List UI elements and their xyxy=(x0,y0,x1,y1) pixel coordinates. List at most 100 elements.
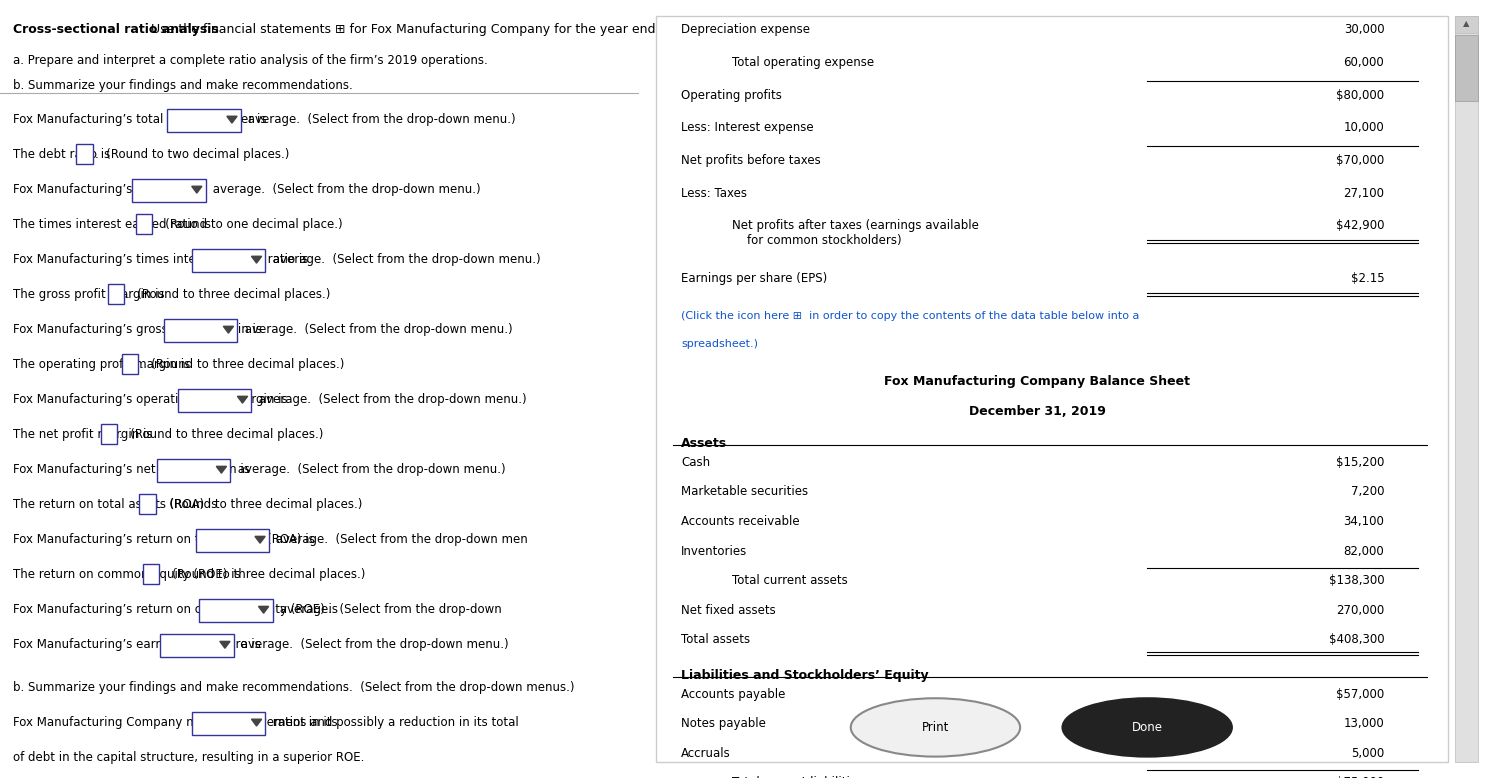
Text: Net profits before taxes: Net profits before taxes xyxy=(681,154,822,167)
FancyBboxPatch shape xyxy=(143,564,159,584)
Text: .  (Round to three decimal places.): . (Round to three decimal places.) xyxy=(158,498,363,511)
FancyBboxPatch shape xyxy=(163,319,238,342)
Text: Operating profits: Operating profits xyxy=(681,89,782,102)
Polygon shape xyxy=(220,641,230,648)
Text: .  (Round to three decimal places.): . (Round to three decimal places.) xyxy=(140,358,345,371)
Polygon shape xyxy=(256,536,265,543)
Text: Total assets: Total assets xyxy=(681,633,750,647)
FancyBboxPatch shape xyxy=(192,712,266,735)
FancyBboxPatch shape xyxy=(168,109,241,132)
Text: a. Prepare and interpret a complete ratio analysis of the firm’s 2019 operations: a. Prepare and interpret a complete rati… xyxy=(13,54,487,68)
Text: Total current liabilities: Total current liabilities xyxy=(733,776,863,778)
Text: Depreciation expense: Depreciation expense xyxy=(681,23,810,37)
Text: Marketable securities: Marketable securities xyxy=(681,485,808,499)
Polygon shape xyxy=(251,256,262,263)
Text: 30,000: 30,000 xyxy=(1343,23,1385,37)
Text: Fox Manufacturing’s return on total assets (ROA) is: Fox Manufacturing’s return on total asse… xyxy=(13,533,318,546)
Text: 27,100: 27,100 xyxy=(1343,187,1385,200)
Text: Earnings per share (EPS): Earnings per share (EPS) xyxy=(681,272,828,286)
Text: (Click the icon here ⊞  in order to copy the contents of the data table below in: (Click the icon here ⊞ in order to copy … xyxy=(681,311,1140,321)
Text: Total current assets: Total current assets xyxy=(733,574,849,587)
Text: Accruals: Accruals xyxy=(681,747,731,760)
Text: December 31, 2019: December 31, 2019 xyxy=(969,405,1106,418)
FancyBboxPatch shape xyxy=(101,424,117,444)
Text: $138,300: $138,300 xyxy=(1328,574,1385,587)
Text: 82,000: 82,000 xyxy=(1343,545,1385,558)
FancyBboxPatch shape xyxy=(76,144,92,164)
Text: spreadsheet.): spreadsheet.) xyxy=(681,339,758,349)
Polygon shape xyxy=(192,186,202,193)
Text: b. Summarize your findings and make recommendations.: b. Summarize your findings and make reco… xyxy=(13,79,352,93)
Text: Print: Print xyxy=(921,721,950,734)
Text: ▲: ▲ xyxy=(1464,19,1470,29)
Text: Fox Manufacturing’s net profit margin is: Fox Manufacturing’s net profit margin is xyxy=(13,463,254,476)
Text: Fox Manufacturing’s return on common equity (ROE) is: Fox Manufacturing’s return on common equ… xyxy=(13,603,342,616)
Text: The return on total assets (ROA) is: The return on total assets (ROA) is xyxy=(13,498,221,511)
Text: 60,000: 60,000 xyxy=(1343,56,1385,69)
Text: 7,200: 7,200 xyxy=(1351,485,1385,499)
Text: Cash: Cash xyxy=(681,456,710,469)
Text: $2.15: $2.15 xyxy=(1351,272,1385,286)
Text: .  (Round to three decimal places.): . (Round to three decimal places.) xyxy=(119,428,324,441)
Text: 10,000: 10,000 xyxy=(1343,121,1385,135)
Text: 5,000: 5,000 xyxy=(1351,747,1385,760)
Text: Less: Taxes: Less: Taxes xyxy=(681,187,747,200)
FancyBboxPatch shape xyxy=(178,389,251,412)
Text: $70,000: $70,000 xyxy=(1336,154,1385,167)
Text: The debt ratio is: The debt ratio is xyxy=(13,148,114,161)
Text: 270,000: 270,000 xyxy=(1336,604,1385,617)
FancyBboxPatch shape xyxy=(132,179,205,202)
Text: Notes payable: Notes payable xyxy=(681,717,767,731)
Text: average.  (Select from the drop-down: average. (Select from the drop-down xyxy=(276,603,501,616)
Text: of debt in the capital structure, resulting in a superior ROE.: of debt in the capital structure, result… xyxy=(13,751,364,764)
Text: Fox Manufacturing Company Balance Sheet: Fox Manufacturing Company Balance Sheet xyxy=(884,375,1190,388)
FancyBboxPatch shape xyxy=(160,634,233,657)
Text: Cross-sectional ratio analysis: Cross-sectional ratio analysis xyxy=(13,23,218,37)
Text: Net fixed assets: Net fixed assets xyxy=(681,604,776,617)
Text: 34,100: 34,100 xyxy=(1343,515,1385,528)
Text: Fox Manufacturing’s total asset turnover is: Fox Manufacturing’s total asset turnover… xyxy=(13,113,270,126)
FancyBboxPatch shape xyxy=(122,354,138,374)
Text: ratios and possibly a reduction in its total: ratios and possibly a reduction in its t… xyxy=(269,716,519,729)
FancyBboxPatch shape xyxy=(1455,16,1479,33)
Text: average.  (Select from the drop-down menu.): average. (Select from the drop-down menu… xyxy=(254,393,526,406)
Text: $42,900: $42,900 xyxy=(1336,219,1385,233)
FancyBboxPatch shape xyxy=(1455,35,1479,101)
Text: .  (Round to one decimal place.): . (Round to one decimal place.) xyxy=(155,218,343,231)
Text: The return on common equity (ROE) is: The return on common equity (ROE) is xyxy=(13,568,244,581)
Polygon shape xyxy=(238,396,248,403)
FancyBboxPatch shape xyxy=(158,459,230,482)
Text: Less: Interest expense: Less: Interest expense xyxy=(681,121,814,135)
Text: Fox Manufacturing’s times interest earned ratio is: Fox Manufacturing’s times interest earne… xyxy=(13,253,312,266)
Text: average.  (Select from the drop-down menu.): average. (Select from the drop-down menu… xyxy=(241,323,513,336)
Text: Assets: Assets xyxy=(681,437,728,450)
Text: 13,000: 13,000 xyxy=(1343,717,1385,731)
Text: .  (Round to three decimal places.): . (Round to three decimal places.) xyxy=(126,288,330,301)
Text: Total operating expense: Total operating expense xyxy=(733,56,874,69)
Text: Fox Manufacturing’s earnings per share is: Fox Manufacturing’s earnings per share i… xyxy=(13,638,265,651)
Text: .  (Round to three decimal places.): . (Round to three decimal places.) xyxy=(162,568,366,581)
Text: The operating profit margin is: The operating profit margin is xyxy=(13,358,193,371)
FancyBboxPatch shape xyxy=(1455,16,1479,762)
Text: average.  (Select from the drop-down menu.): average. (Select from the drop-down menu… xyxy=(210,183,480,196)
Polygon shape xyxy=(217,466,226,473)
Text: $75,000: $75,000 xyxy=(1336,776,1385,778)
Text: Fox Manufacturing’s gross profit margin is: Fox Manufacturing’s gross profit margin … xyxy=(13,323,266,336)
Text: average.  (Select from the drop-down menu.): average. (Select from the drop-down menu… xyxy=(238,638,508,651)
Text: $15,200: $15,200 xyxy=(1336,456,1385,469)
Text: Inventories: Inventories xyxy=(681,545,747,558)
Text: Done: Done xyxy=(1132,721,1162,734)
Text: average.  (Select from the drop-down menu.): average. (Select from the drop-down menu… xyxy=(269,253,541,266)
Text: Accounts receivable: Accounts receivable xyxy=(681,515,799,528)
Text: Fox Manufacturing’s debt ratio is: Fox Manufacturing’s debt ratio is xyxy=(13,183,211,196)
Text: $80,000: $80,000 xyxy=(1336,89,1385,102)
Text: average.  (Select from the drop-down menu.): average. (Select from the drop-down menu… xyxy=(244,113,516,126)
Polygon shape xyxy=(251,719,262,726)
Text: Fox Manufacturing’s operating profit margin is: Fox Manufacturing’s operating profit mar… xyxy=(13,393,291,406)
Text: Fox Manufacturing Company needs improvement in its: Fox Manufacturing Company needs improvem… xyxy=(13,716,342,729)
Ellipse shape xyxy=(1062,699,1232,756)
FancyBboxPatch shape xyxy=(135,214,153,234)
Text: Use the financial statements ⊞ for Fox Manufacturing Company for the year ended : Use the financial statements ⊞ for Fox M… xyxy=(143,23,819,37)
Text: Net profits after taxes (earnings available
    for common stockholders): Net profits after taxes (earnings availa… xyxy=(733,219,979,247)
FancyBboxPatch shape xyxy=(655,16,1447,762)
